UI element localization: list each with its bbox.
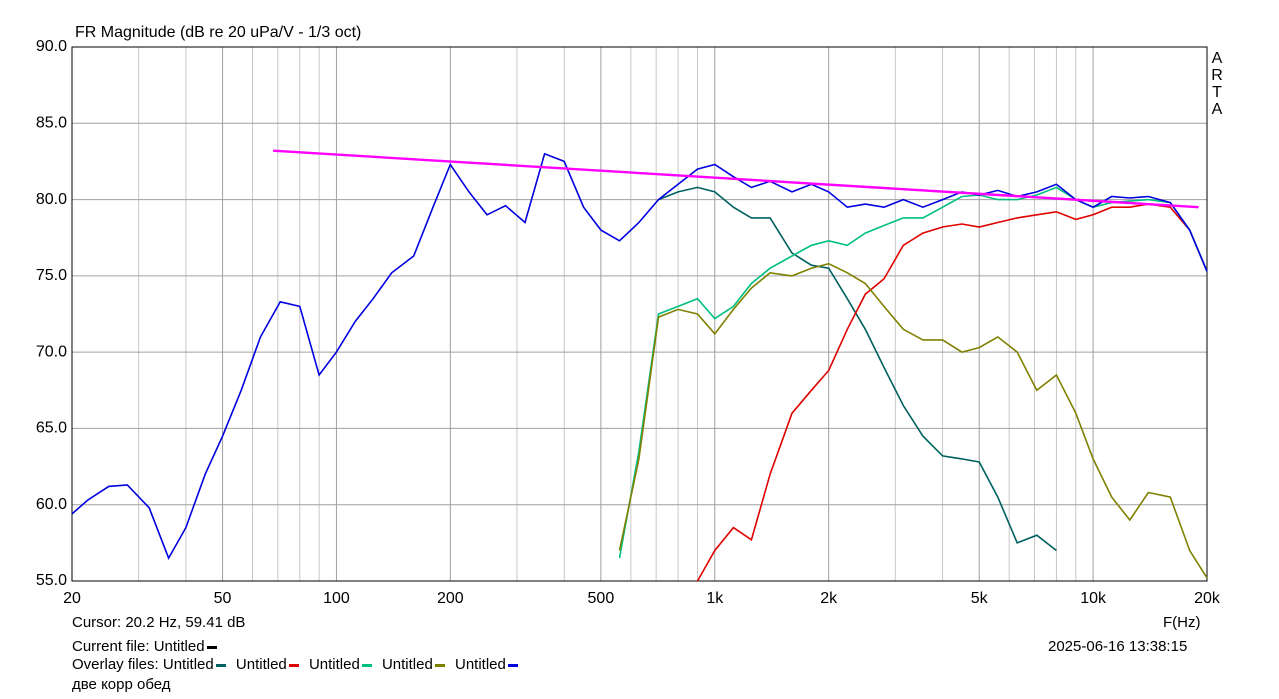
legend-swatch	[434, 663, 445, 667]
chart: FR Magnitude (dB re 20 uPa/V - 1/3 oct) …	[36, 24, 1226, 607]
x-tick-label: 5k	[971, 590, 989, 607]
legend-label: Untitled	[381, 656, 433, 673]
legend-label: Untitled	[455, 656, 506, 673]
legend-swatch	[507, 663, 518, 667]
y-tick-label: 75.0	[36, 267, 67, 284]
legend-label: Untitled	[162, 656, 214, 673]
cursor-readout: Cursor: 20.2 Hz, 59.41 dB	[72, 614, 246, 631]
y-tick-label: 55.0	[36, 572, 67, 589]
y-tick-label: 60.0	[36, 496, 67, 513]
series-line	[696, 203, 1208, 582]
x-tick-label: 10k	[1080, 590, 1107, 607]
x-tick-label: 50	[214, 590, 232, 607]
series-line	[618, 186, 1208, 559]
x-tick-label: 20	[63, 590, 81, 607]
x-tick-label: 200	[437, 590, 464, 607]
note: две корр обед	[72, 676, 171, 693]
overlay-label: Overlay files:	[72, 656, 159, 673]
x-tick-label: 1k	[706, 590, 724, 607]
x-tick-label: 2k	[820, 590, 838, 607]
y-tick-label: 90.0	[36, 38, 67, 55]
series-line	[618, 262, 1208, 579]
x-tick-label: 20k	[1194, 590, 1221, 607]
plot-frame	[71, 46, 1208, 582]
timestamp: 2025-06-16 13:38:15	[1048, 638, 1188, 655]
series-line	[273, 149, 1199, 209]
current-file-name: Untitled	[153, 638, 205, 655]
y-tick-label: 85.0	[36, 115, 67, 132]
x-tick-label: 100	[323, 590, 350, 607]
legend-label: Untitled	[235, 656, 287, 673]
y-tick-label: 80.0	[36, 191, 67, 208]
series-line	[658, 186, 1057, 552]
current-file-label: Current file:	[72, 638, 150, 655]
y-tick-label: 70.0	[36, 343, 67, 360]
current-file: Current file: Untitled	[72, 638, 223, 656]
legend-label: Untitled	[308, 656, 360, 673]
legend: Overlay files: Untitled Untitled Untitle…	[72, 656, 524, 674]
legend-swatch	[215, 663, 226, 667]
x-tick-label: 500	[588, 590, 615, 607]
y-tick-label: 65.0	[36, 420, 67, 437]
plot-area	[72, 47, 1207, 581]
x-axis-label: F(Hz)	[1163, 614, 1201, 631]
brand: ARTA	[1209, 50, 1226, 118]
legend-swatch	[206, 645, 217, 649]
chart-title: FR Magnitude (dB re 20 uPa/V - 1/3 oct)	[75, 24, 361, 41]
legend-swatch	[288, 663, 299, 667]
legend-swatch	[361, 663, 372, 667]
